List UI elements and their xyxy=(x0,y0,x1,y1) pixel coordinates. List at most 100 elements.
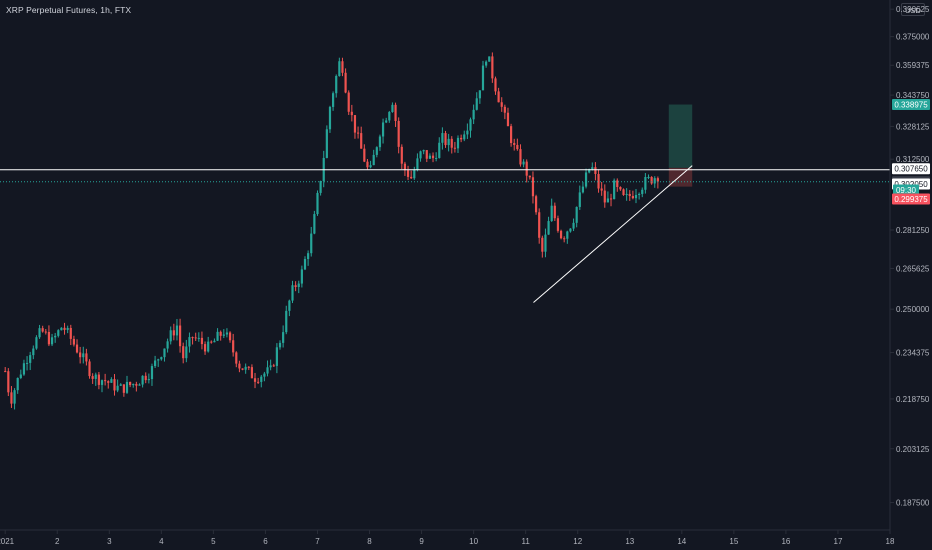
price-badge-label: 0.307650 xyxy=(894,165,928,174)
candle-body xyxy=(509,126,513,144)
candle-body xyxy=(107,381,110,383)
candle-body xyxy=(241,368,244,370)
candle-body xyxy=(169,330,172,342)
candle-body xyxy=(225,332,229,335)
candle-body xyxy=(609,198,613,200)
candle-body xyxy=(291,285,294,301)
candle-body xyxy=(628,193,631,197)
candle-body xyxy=(260,376,263,382)
candle-body xyxy=(94,374,97,379)
candle-body xyxy=(129,381,132,386)
candle-body xyxy=(188,337,191,347)
candle-body xyxy=(425,150,428,159)
candle-body xyxy=(550,205,553,222)
candle-body xyxy=(460,137,463,140)
candle-body xyxy=(235,352,238,364)
candle-body xyxy=(588,169,591,173)
x-tick-label: 7 xyxy=(315,537,320,546)
candle-body xyxy=(422,150,425,152)
candle-body xyxy=(75,344,79,353)
candle-body xyxy=(178,325,182,347)
y-tick-label: 0.250000 xyxy=(896,305,930,314)
candle-body xyxy=(335,75,338,94)
candle-body xyxy=(485,61,488,66)
candle-body xyxy=(525,161,528,176)
candle-body xyxy=(534,196,538,213)
price-badge xyxy=(893,184,919,196)
price-badge xyxy=(892,99,930,111)
candle-body xyxy=(91,376,94,379)
candle-body xyxy=(203,344,207,352)
candle-body xyxy=(572,222,575,229)
candle-body xyxy=(416,158,419,170)
y-axis-ticks: 0.390625 0.375000 0.359375 0.343750 0.328125… xyxy=(890,5,930,508)
candle-body xyxy=(166,341,169,349)
candle-body xyxy=(584,172,588,187)
candle-body xyxy=(272,365,275,367)
candle-body xyxy=(472,109,475,120)
candle-body xyxy=(353,115,357,133)
chart-title: XRP Perpetual Futures, 1h, FTX xyxy=(6,5,132,15)
candle-body xyxy=(338,61,341,76)
candle-body xyxy=(622,189,625,195)
x-tick-label: 9 xyxy=(419,537,424,546)
y-tick-label: 0.343750 xyxy=(896,91,930,100)
candle-body xyxy=(197,337,200,339)
candle-body xyxy=(616,180,619,187)
candle-body xyxy=(125,381,129,393)
x-tick-label: 2021 xyxy=(0,537,15,546)
candle-body xyxy=(366,161,369,168)
candle-body xyxy=(516,144,519,150)
x-tick-label: 3 xyxy=(107,537,112,546)
candle-body xyxy=(428,155,432,159)
candle-body xyxy=(100,380,104,385)
candle-body xyxy=(413,169,416,179)
candle-body xyxy=(356,132,360,134)
candle-body xyxy=(104,380,107,382)
candle-body xyxy=(575,206,578,223)
candle-body xyxy=(172,330,175,336)
candle-body xyxy=(447,138,450,146)
candle-body xyxy=(331,93,335,107)
candle-body xyxy=(257,381,260,383)
candle-body xyxy=(438,142,441,158)
candle-body xyxy=(250,367,254,379)
candle-body xyxy=(29,355,32,363)
candle-body xyxy=(153,360,157,367)
candle-body xyxy=(54,335,57,338)
candle-body xyxy=(500,102,503,107)
candle-body xyxy=(600,188,603,191)
candle-body xyxy=(300,269,303,284)
candle-body xyxy=(466,130,469,135)
candle-body xyxy=(634,194,638,199)
candle-body xyxy=(150,366,154,380)
x-axis-ticks: 2021 2 3 4 5 6 7 8 9 10 11 12 13 14 15 16 17 18 xyxy=(0,530,895,546)
candle-body xyxy=(522,161,525,165)
candle-body xyxy=(341,61,344,73)
candle-body xyxy=(363,148,366,162)
x-tick-label: 4 xyxy=(159,537,164,546)
candle-body xyxy=(435,157,438,159)
candle-body xyxy=(431,155,435,159)
candle-body xyxy=(369,165,372,168)
candle-body xyxy=(456,137,460,149)
candle-body xyxy=(144,375,147,381)
candle-body xyxy=(47,331,51,345)
candle-body xyxy=(213,340,216,343)
candle-body xyxy=(119,384,122,386)
currency-button[interactable]: USD xyxy=(901,3,925,16)
candle-body xyxy=(653,178,656,184)
candle-body xyxy=(328,106,332,130)
candle-body xyxy=(503,106,506,113)
candle-body xyxy=(82,353,85,358)
candle-body xyxy=(210,341,213,343)
candle-body xyxy=(638,193,641,195)
candle-body xyxy=(631,196,634,199)
candle-body xyxy=(147,379,150,381)
axes xyxy=(0,0,891,531)
candle-body xyxy=(344,72,347,93)
candle-body xyxy=(559,230,563,239)
x-tick-label: 12 xyxy=(573,537,582,546)
candle-body xyxy=(228,332,232,341)
